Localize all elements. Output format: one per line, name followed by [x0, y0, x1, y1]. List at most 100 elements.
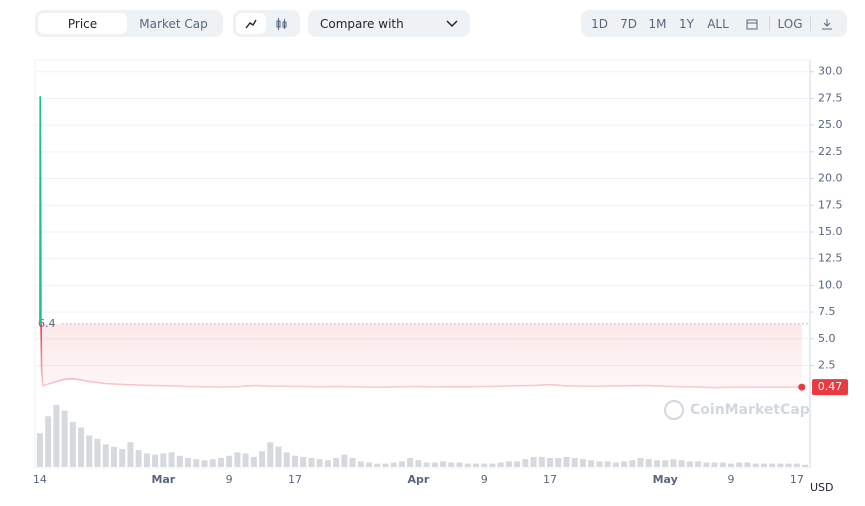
- volume-bar: [736, 462, 743, 467]
- x-tick-label: 9: [481, 473, 488, 486]
- volume-bar: [579, 459, 586, 467]
- volume-bar: [407, 457, 414, 467]
- range-button[interactable]: 1D: [591, 16, 608, 31]
- volume-bar: [744, 462, 751, 467]
- range-button[interactable]: 7D: [620, 16, 637, 31]
- volume-bar: [522, 459, 529, 467]
- y-tick-label: 22.5: [818, 145, 843, 158]
- volume-bar: [653, 460, 660, 467]
- volume-bar: [341, 454, 348, 467]
- volume-bar: [662, 460, 669, 467]
- volume-bar: [110, 446, 117, 467]
- volume-bar: [102, 444, 109, 467]
- volume-bar: [760, 463, 767, 467]
- y-tick-label: 10.0: [818, 278, 843, 291]
- y-tick-label: 2.5: [818, 358, 836, 371]
- volume-bar: [283, 452, 290, 467]
- last-price-label: 0.47: [818, 380, 843, 393]
- volume-bar: [728, 463, 735, 467]
- tab[interactable]: Market Cap: [139, 16, 208, 31]
- candle-type-button[interactable]: [266, 13, 296, 34]
- log-button[interactable]: LOG: [777, 16, 803, 31]
- volume-bar: [259, 451, 266, 467]
- volume-bar: [160, 453, 167, 467]
- volume-bar: [193, 459, 200, 467]
- last-price-dot: [798, 383, 806, 391]
- x-tick-label: 14: [33, 473, 47, 486]
- y-tick-label: 7.5: [818, 305, 836, 318]
- x-tick-label: Mar: [151, 473, 175, 486]
- range-button[interactable]: 1M: [648, 16, 667, 31]
- volume-bar: [621, 461, 628, 467]
- volume-bar: [316, 459, 323, 467]
- volume-bar: [769, 463, 776, 467]
- range-button[interactable]: ALL: [707, 16, 729, 31]
- volume-bar: [152, 454, 159, 467]
- volume-bar: [711, 462, 718, 467]
- price-area: [39, 96, 802, 388]
- volume-bar: [431, 462, 438, 467]
- y-tick-label: 15.0: [818, 225, 843, 238]
- volume-bar: [703, 462, 710, 467]
- volume-bar: [612, 462, 619, 467]
- volume-bar: [678, 460, 685, 467]
- volume-bar: [143, 453, 150, 467]
- volume-bar: [637, 457, 644, 467]
- volume-bar: [45, 416, 52, 467]
- volume-bar: [53, 405, 60, 467]
- compare-dropdown[interactable]: Compare with: [308, 10, 470, 37]
- volume-bar: [423, 462, 430, 467]
- volume-bar: [333, 457, 340, 467]
- volume-bar: [357, 461, 364, 467]
- calendar-button[interactable]: [735, 13, 769, 34]
- x-tick-label: 17: [288, 473, 302, 486]
- watermark-text: CoinMarketCap: [690, 402, 810, 418]
- volume-bar: [456, 462, 463, 467]
- volume-bar: [505, 461, 512, 467]
- volume-bar: [472, 463, 479, 467]
- volume-bar: [670, 459, 677, 467]
- x-tick-label: 9: [728, 473, 735, 486]
- volume-bar: [448, 462, 455, 467]
- volume-bar: [777, 463, 784, 467]
- volume-bar: [695, 461, 702, 467]
- volume-bar: [349, 457, 356, 467]
- volume-bar: [226, 455, 233, 467]
- volume-bar: [86, 435, 93, 467]
- volume-bar: [242, 453, 249, 467]
- volume-bar: [604, 461, 611, 467]
- chart-type-group: [233, 10, 300, 37]
- volume-bar: [785, 463, 792, 467]
- volume-bar: [234, 452, 241, 467]
- volume-bar: [464, 463, 471, 467]
- volume-bar: [176, 455, 183, 467]
- volume-bar: [719, 462, 726, 467]
- volume-bar: [588, 460, 595, 467]
- divider: [769, 16, 770, 31]
- volume-bar: [390, 462, 397, 467]
- volume-bar: [686, 461, 693, 467]
- x-tick-label: 17: [790, 473, 804, 486]
- tab-group: Price Market Cap: [35, 10, 223, 37]
- volume-bar: [538, 456, 545, 467]
- volume-bar: [291, 455, 298, 467]
- download-button[interactable]: [811, 13, 843, 34]
- x-tick-label: May: [653, 473, 678, 486]
- volume-bar: [596, 461, 603, 467]
- volume-bar: [752, 463, 759, 467]
- volume-bar: [497, 462, 504, 467]
- last-price-badge: [812, 379, 848, 396]
- volume-bar: [308, 457, 315, 467]
- volume-bar: [250, 456, 257, 467]
- tab[interactable]: Price: [38, 13, 128, 34]
- line-type-button[interactable]: [236, 13, 266, 34]
- volume-bar: [571, 457, 578, 467]
- volume-bar: [629, 460, 636, 467]
- volume-bar: [61, 410, 68, 467]
- volume-bar: [481, 463, 488, 467]
- y-tick-label: 12.5: [818, 252, 843, 265]
- x-tick-label: Apr: [407, 473, 429, 486]
- range-button[interactable]: 1Y: [679, 16, 694, 31]
